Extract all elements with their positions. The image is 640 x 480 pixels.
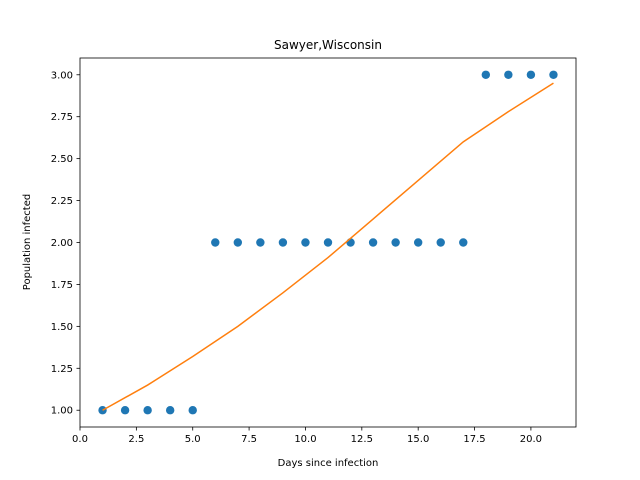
y-tick-label: 2.00 xyxy=(51,238,73,249)
data-point xyxy=(211,238,220,247)
data-point xyxy=(459,238,468,247)
x-tick-label: 0.0 xyxy=(72,434,88,445)
data-point xyxy=(346,238,355,247)
y-tick-label: 1.25 xyxy=(51,364,73,375)
y-tick-label: 1.50 xyxy=(51,322,73,333)
x-tick-label: 2.5 xyxy=(128,434,144,445)
data-point xyxy=(278,238,288,247)
x-tick-label: 10.0 xyxy=(294,434,316,445)
fit-line xyxy=(102,82,554,411)
y-axis-label: Population infected xyxy=(22,194,33,290)
plot-area: 0.0 2.5 5.0 7.5 10.0 12.5 15.0 17.5 20.0 1.00 1.25… xyxy=(51,57,577,445)
x-tick-label: 17.5 xyxy=(463,434,485,445)
data-point xyxy=(413,238,423,247)
data-point xyxy=(233,238,243,247)
data-point xyxy=(256,238,265,247)
y-tick-label: 2.75 xyxy=(51,112,73,123)
x-tick-label: 20.0 xyxy=(520,434,542,445)
data-point xyxy=(188,406,197,415)
data-point xyxy=(165,406,175,415)
data-point xyxy=(526,70,536,79)
data-point xyxy=(481,70,491,79)
data-point xyxy=(143,406,152,415)
y-tick-label: 2.25 xyxy=(51,196,73,207)
data-point xyxy=(504,70,513,79)
x-axis-label: Days since infection xyxy=(278,458,379,469)
data-point xyxy=(391,238,400,247)
data-point xyxy=(301,238,310,247)
y-tick-label: 2.50 xyxy=(51,154,73,165)
y-tick-label: 3.00 xyxy=(51,70,73,81)
y-tick-label: 1.00 xyxy=(51,406,73,417)
x-tick-label: 7.5 xyxy=(241,434,257,445)
data-point xyxy=(368,238,378,247)
plot-frame xyxy=(79,57,577,428)
chart-title: Sawyer,Wisconsin xyxy=(274,38,382,52)
x-tick-label: 5.0 xyxy=(185,434,201,445)
data-point xyxy=(120,406,130,415)
data-point xyxy=(436,238,445,247)
data-point xyxy=(549,70,558,79)
x-tick-label: 12.5 xyxy=(351,434,373,445)
x-tick-label: 15.0 xyxy=(407,434,429,445)
data-point xyxy=(323,238,333,247)
y-tick-label: 1.75 xyxy=(51,280,73,291)
